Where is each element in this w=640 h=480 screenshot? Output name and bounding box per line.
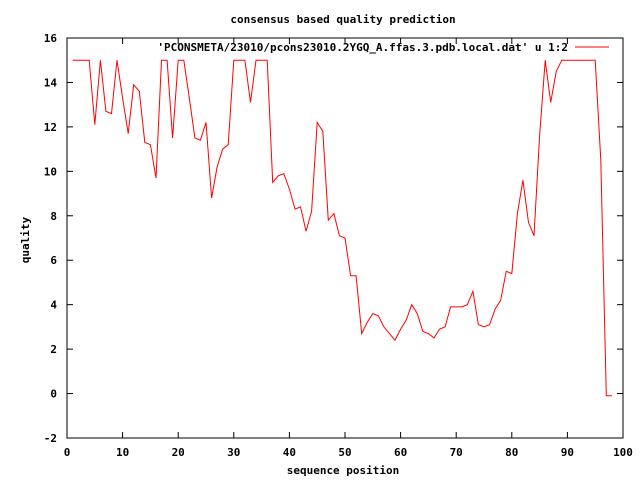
x-tick-label: 90: [561, 446, 574, 459]
x-tick-label: 100: [613, 446, 633, 459]
y-tick-label: 0: [50, 388, 57, 401]
y-axis-label: quality: [19, 216, 32, 263]
x-tick-label: 0: [64, 446, 71, 459]
y-tick-label: 12: [44, 121, 57, 134]
x-axis-label: sequence position: [287, 464, 400, 477]
series-line: [72, 59, 612, 397]
x-tick-label: 80: [505, 446, 518, 459]
y-tick-label: 14: [44, 76, 58, 89]
chart-title: consensus based quality prediction: [230, 13, 455, 26]
x-tick-label: 20: [172, 446, 185, 459]
x-tick-label: 30: [227, 446, 240, 459]
x-tick-label: 40: [283, 446, 296, 459]
x-tick-label: 50: [338, 446, 351, 459]
y-tick-label: 10: [44, 165, 57, 178]
x-tick-label: 10: [116, 446, 129, 459]
legend-label: 'PCONSMETA/23010/pcons23010.2YGQ_A.ffas.…: [157, 41, 568, 54]
y-tick-label: 6: [50, 254, 57, 267]
y-tick-label: 8: [50, 210, 57, 223]
y-tick-label: 16: [44, 32, 58, 45]
x-tick-label: 70: [450, 446, 463, 459]
y-tick-label: -2: [44, 432, 57, 445]
axes: 0 10 20 30 40 50 60 70 80 90 100 -2 0 2 4 6 8 10 12 14 16: [44, 32, 633, 459]
y-tick-label: 2: [50, 343, 57, 356]
x-tick-label: 60: [394, 446, 407, 459]
y-tick-label: 4: [50, 299, 57, 312]
legend: 'PCONSMETA/23010/pcons23010.2YGQ_A.ffas.…: [157, 41, 609, 54]
